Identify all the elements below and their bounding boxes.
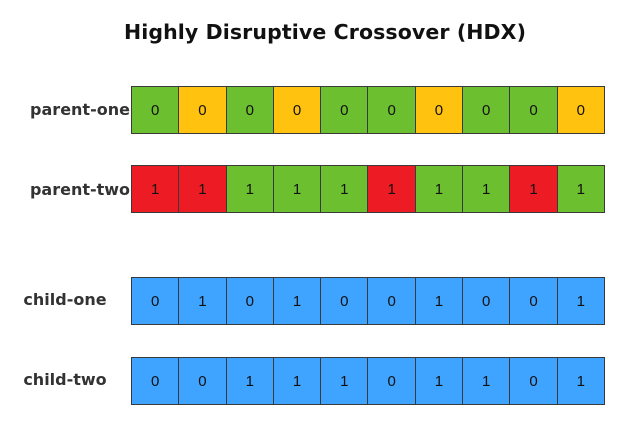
gene-cell-parent-one-4: 0 — [320, 86, 369, 134]
gene-cell-child-one-2: 0 — [225, 277, 274, 325]
gene-cell-child-two-8: 0 — [509, 357, 558, 405]
gene-cell-parent-one-0: 0 — [131, 86, 180, 134]
row-label-parent-two: parent-two — [29, 180, 131, 199]
gene-cell-child-two-0: 0 — [131, 357, 180, 405]
gene-cell-child-two-7: 1 — [462, 357, 511, 405]
gene-cell-parent-two-7: 1 — [462, 165, 511, 213]
diagram-title: Highly Disruptive Crossover (HDX) — [123, 20, 527, 44]
gene-cell-child-one-9: 1 — [556, 277, 605, 325]
gene-cell-child-two-5: 0 — [367, 357, 416, 405]
gene-cell-child-one-5: 0 — [367, 277, 416, 325]
gene-cell-parent-two-4: 1 — [320, 165, 369, 213]
gene-cell-parent-one-1: 0 — [178, 86, 227, 134]
gene-cell-parent-one-2: 0 — [225, 86, 274, 134]
gene-cell-child-two-9: 1 — [556, 357, 605, 405]
gene-cell-parent-one-8: 0 — [509, 86, 558, 134]
row-label-parent-one: parent-one — [30, 100, 130, 119]
gene-cell-child-two-6: 1 — [414, 357, 464, 405]
gene-cell-child-two-1: 0 — [178, 357, 227, 405]
gene-cell-child-two-2: 1 — [225, 357, 274, 405]
gene-cell-child-one-0: 0 — [131, 277, 180, 325]
row-label-child-one: child-one — [23, 290, 107, 309]
gene-cell-child-one-1: 1 — [178, 277, 227, 325]
gene-cell-child-one-7: 0 — [462, 277, 511, 325]
gene-cell-parent-one-9: 0 — [556, 86, 605, 134]
gene-cell-parent-one-3: 0 — [272, 86, 322, 134]
gene-cell-child-one-8: 0 — [509, 277, 558, 325]
gene-cell-parent-one-6: 0 — [414, 86, 464, 134]
gene-cell-parent-two-9: 1 — [556, 165, 605, 213]
gene-cell-child-one-6: 1 — [414, 277, 464, 325]
gene-cell-parent-two-3: 1 — [272, 165, 322, 213]
gene-cell-parent-one-5: 0 — [367, 86, 416, 134]
gene-cell-child-one-4: 0 — [320, 277, 369, 325]
gene-cell-child-two-3: 1 — [272, 357, 322, 405]
gene-cell-child-two-4: 1 — [320, 357, 369, 405]
gene-cell-child-one-3: 1 — [272, 277, 322, 325]
gene-cell-parent-two-0: 1 — [131, 165, 180, 213]
gene-cell-parent-two-5: 1 — [367, 165, 416, 213]
gene-cell-parent-two-8: 1 — [509, 165, 558, 213]
gene-cell-parent-one-7: 0 — [462, 86, 511, 134]
gene-cell-parent-two-1: 1 — [178, 165, 227, 213]
gene-cell-parent-two-2: 1 — [225, 165, 274, 213]
row-label-child-two: child-two — [23, 370, 107, 389]
gene-cell-parent-two-6: 1 — [414, 165, 464, 213]
